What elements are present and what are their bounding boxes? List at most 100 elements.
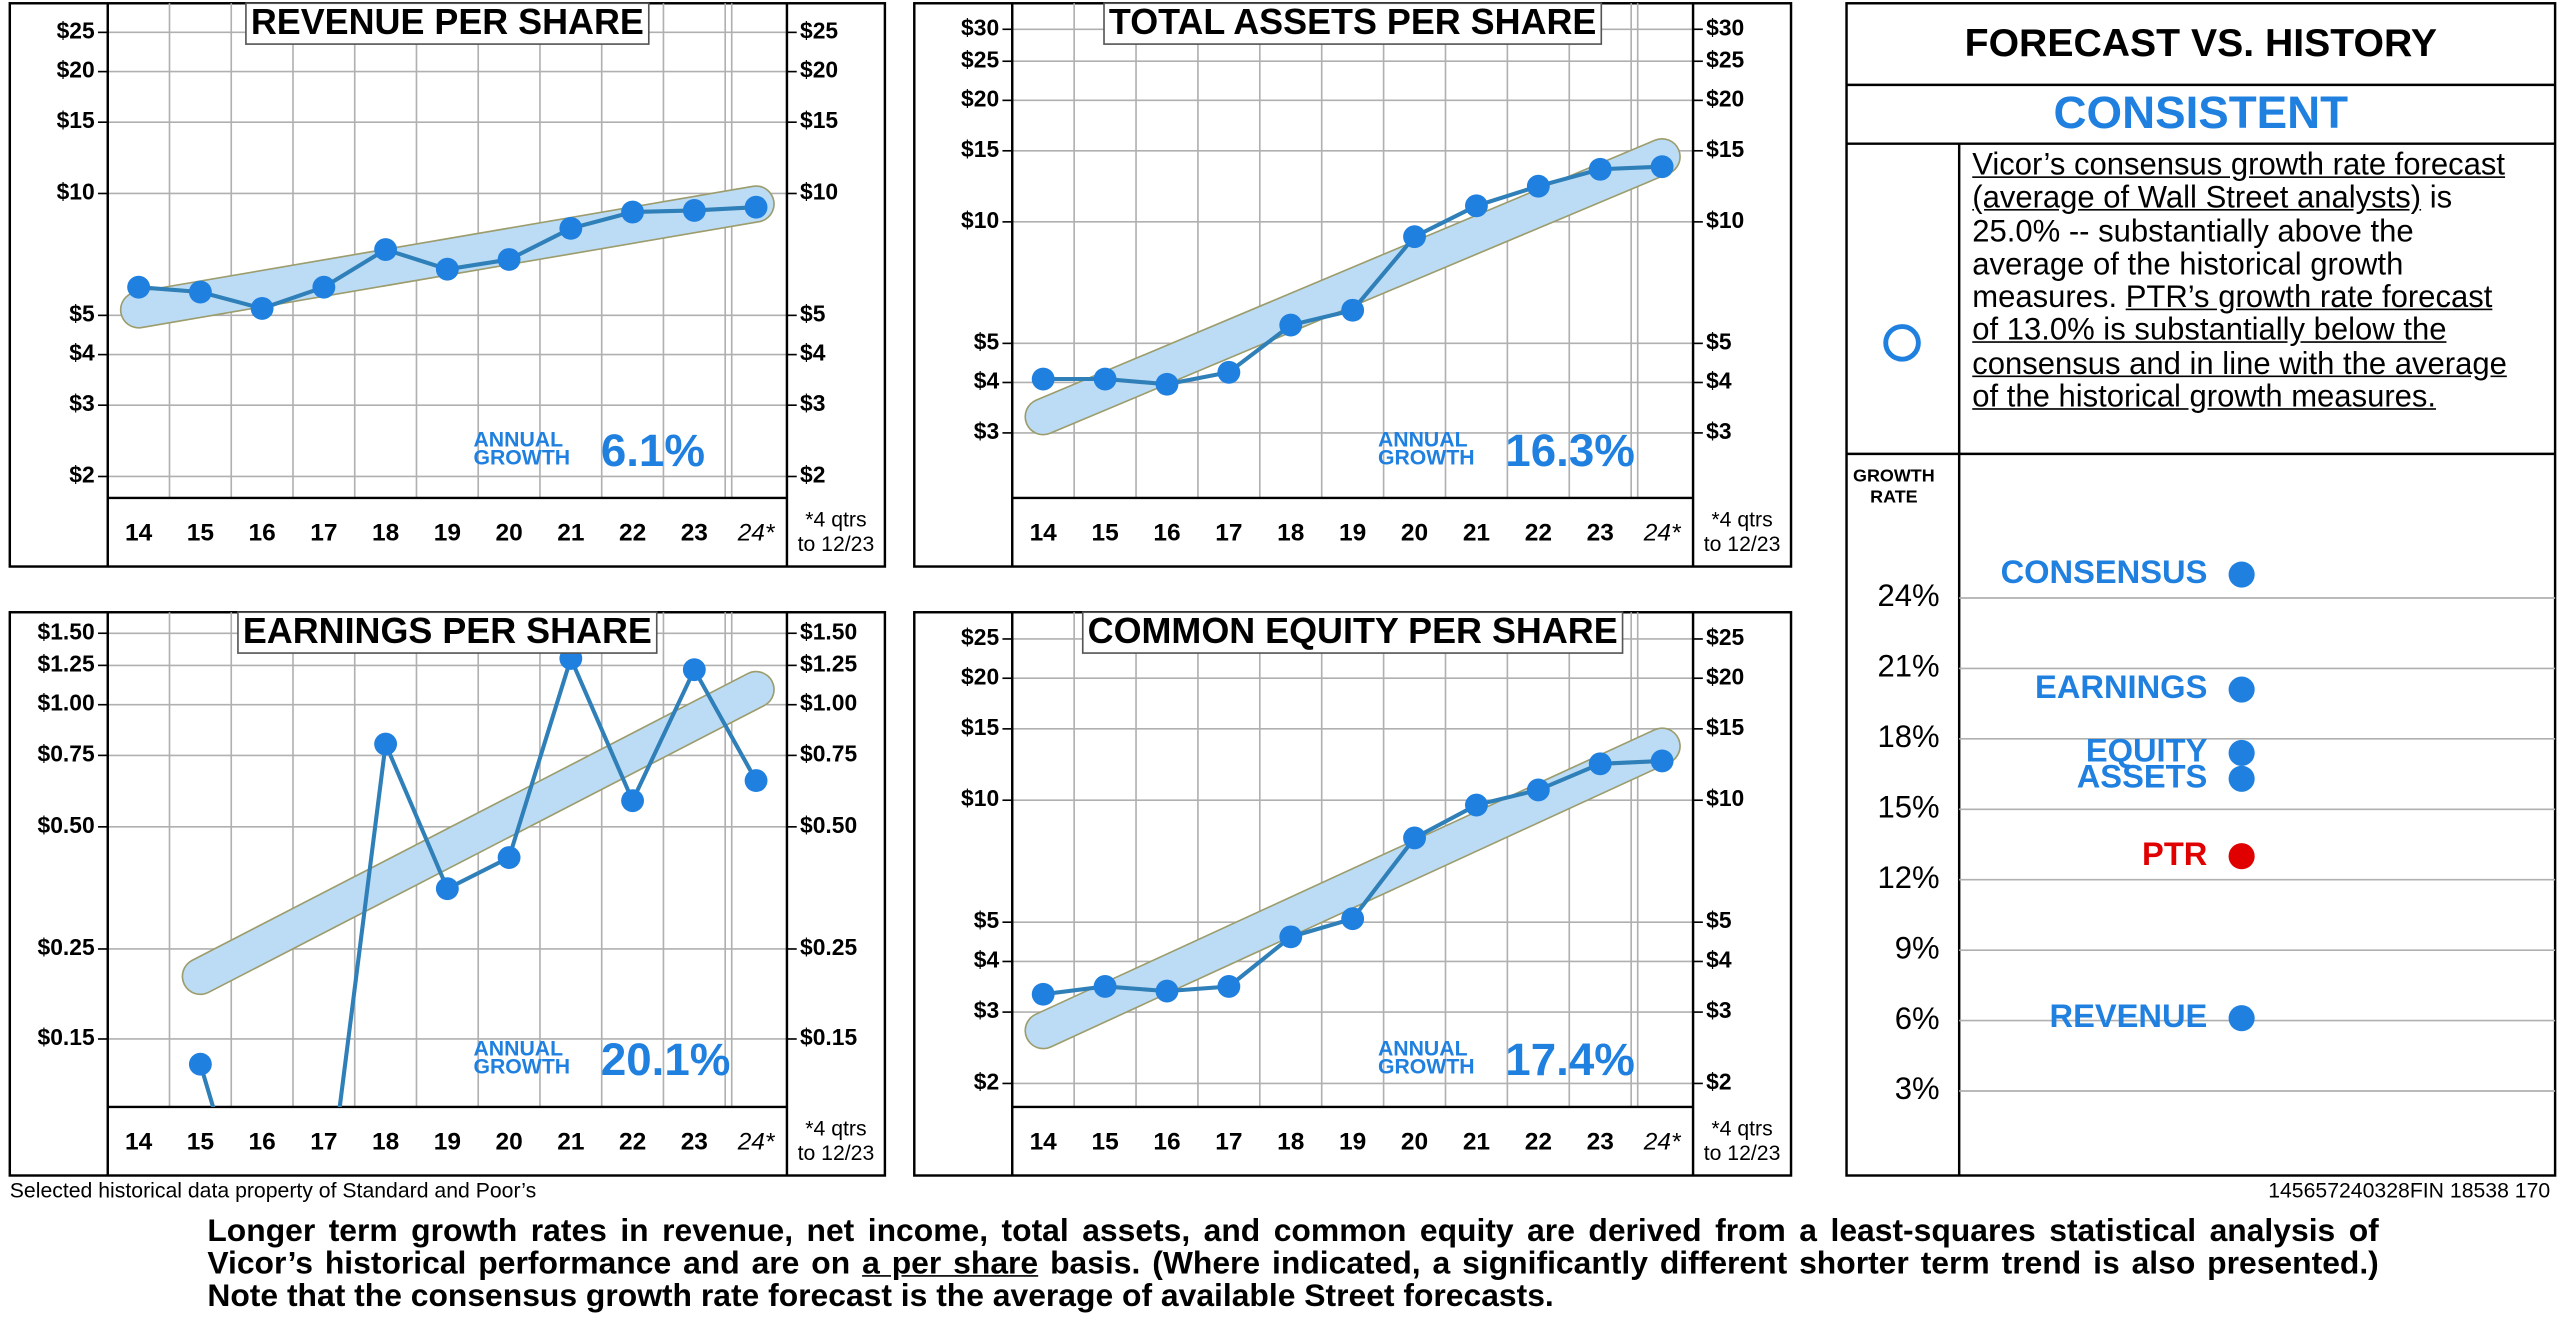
y-tick-label: $1.50 (38, 618, 95, 644)
y2-tick-label: $5 (1706, 328, 1732, 354)
data-line (198, 652, 758, 1107)
y2-tick-label: $20 (1706, 663, 1744, 689)
data-point (1093, 975, 1117, 998)
x-tick-label: 19 (1339, 1128, 1366, 1155)
title-box (1103, 2, 1603, 45)
x-tick-label: 15 (187, 1128, 214, 1155)
y-tick-label: $3 (974, 418, 999, 444)
x-axis-note: to 12/23 (798, 533, 875, 556)
y2-tick-label: $2 (800, 462, 825, 488)
y-tick-label: $4 (974, 368, 1000, 394)
chart-title: EARNINGS PER SHARE (243, 610, 652, 651)
chart-title: COMMON EQUITY PER SHARE (1088, 610, 1618, 651)
source-note: Selected historical data property of Sta… (10, 1179, 536, 1202)
y-tick-label: $5 (974, 907, 1000, 933)
y2-tick-label: $10 (1706, 785, 1744, 811)
x-tick-label: 20 (1401, 1128, 1428, 1155)
data-point (1465, 194, 1488, 218)
data-point (1155, 979, 1179, 1003)
y-tick-label: $1.25 (38, 650, 95, 676)
x-tick-label: 23 (681, 1128, 708, 1155)
x-axis-note: to 12/23 (798, 1142, 875, 1165)
data-point (312, 275, 336, 299)
y-tick-label: 15% (1878, 789, 1940, 824)
y-tick-label: 24% (1878, 578, 1940, 613)
x-tick-label: 15 (1091, 519, 1118, 546)
y-axis-label: GROWTH (1853, 465, 1935, 485)
trend-band (121, 186, 774, 327)
x-tick-label: 22 (1525, 519, 1552, 546)
commentary-text: PTR’s growth rate forecast of 13.0% is s… (1972, 281, 2507, 415)
x-tick-label: 16 (1153, 519, 1180, 546)
y-axis-label: RATE (1870, 487, 1918, 507)
y-tick-label: $20 (961, 85, 999, 111)
footnote-text: basis. (Where indicated, a significantly… (207, 1245, 2379, 1315)
y-tick-label: $15 (961, 714, 999, 740)
y-tick-label: $15 (57, 107, 95, 133)
footnote: Longer term growth rates in revenue, net… (207, 1215, 2378, 1313)
data-point (374, 238, 398, 261)
y-tick-label: $1.00 (38, 690, 95, 716)
title-box (245, 2, 650, 45)
plot-area (1024, 727, 1681, 1050)
y-tick-label: 12% (1878, 860, 1940, 895)
x-tick-label: 21 (1463, 519, 1490, 546)
x-tick-label: 17 (1215, 1128, 1242, 1155)
y2-tick-label: $3 (1706, 418, 1731, 444)
y2-tick-label: $1.25 (800, 650, 857, 676)
data-point (127, 275, 151, 299)
data-point (1217, 975, 1241, 998)
x-axis-note: *4 qtrs (1711, 1117, 1772, 1140)
commentary-text: Vicor’s consensus growth rate forecast (… (1972, 148, 2506, 216)
x-tick-label: 18 (1277, 1128, 1304, 1155)
x-tick-label: 21 (557, 519, 584, 546)
data-point (1588, 157, 1612, 181)
y-tick-label: $0.25 (38, 934, 95, 960)
data-point (1031, 367, 1055, 391)
x-tick-label: 24* (737, 519, 776, 546)
y-tick-label: $10 (961, 785, 999, 811)
footnote-text: a per share (862, 1245, 1039, 1282)
x-tick-label: 19 (434, 519, 461, 546)
y2-tick-label: $25 (1706, 624, 1744, 650)
x-tick-label: 17 (310, 1128, 337, 1155)
y2-tick-label: $20 (1706, 85, 1744, 111)
y-tick-label: $4 (974, 946, 1000, 972)
doc-id: 145657240328FIN 18538 170 (2268, 1179, 2550, 1202)
data-point (1093, 367, 1117, 391)
x-tick-label: 18 (1277, 519, 1304, 546)
x-tick-label: 22 (619, 519, 646, 546)
data-point (1155, 372, 1179, 396)
y-tick-label: $3 (974, 997, 999, 1023)
y2-tick-label: $25 (800, 17, 838, 43)
growth-dot (2228, 676, 2255, 703)
x-tick-label: 19 (434, 1128, 461, 1155)
data-point (1279, 925, 1303, 949)
footnote-text: Longer term growth rates in revenue, net… (207, 1213, 2379, 1282)
panel-title: FORECAST VS. HISTORY (1965, 22, 2437, 65)
y2-tick-label: $1.00 (800, 690, 857, 716)
y-tick-label: $10 (57, 179, 95, 205)
x-tick-label: 23 (1587, 1128, 1614, 1155)
data-point (497, 248, 521, 271)
data-point (1588, 752, 1612, 776)
y2-tick-label: $0.25 (800, 934, 857, 960)
chart-title: TOTAL ASSETS PER SHARE (1109, 1, 1596, 42)
data-point (1341, 298, 1365, 322)
data-point (1465, 793, 1488, 817)
x-tick-label: 16 (1153, 1128, 1180, 1155)
y-tick-label: 18% (1878, 719, 1940, 754)
y2-tick-label: $4 (1706, 946, 1732, 972)
data-point (1650, 155, 1674, 179)
y-tick-label: 9% (1895, 930, 1940, 965)
growth-caption: ANNUAL (473, 1037, 563, 1060)
x-tick-label: 17 (310, 519, 337, 546)
y2-tick-label: $15 (1706, 136, 1744, 162)
y-tick-label: $15 (961, 136, 999, 162)
data-point (1526, 174, 1550, 198)
plot-area (119, 185, 775, 329)
x-tick-label: 16 (249, 1128, 276, 1155)
x-tick-label: 16 (249, 519, 276, 546)
